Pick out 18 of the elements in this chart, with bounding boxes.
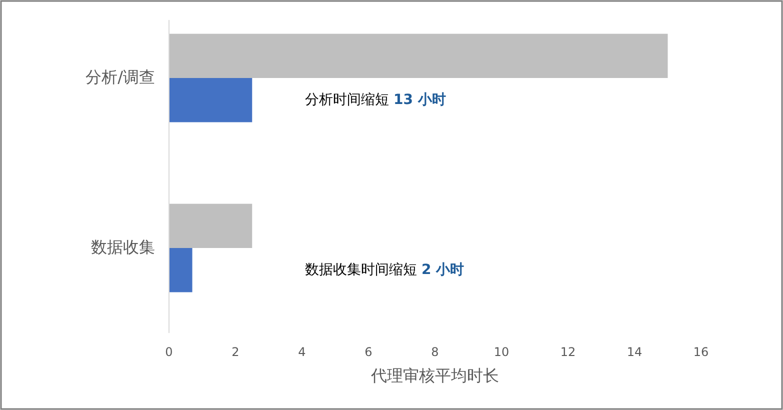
x-tick-label: 14 <box>626 345 642 359</box>
x-tick-label: 2 <box>232 345 240 359</box>
annotation: 分析时间缩短 13 小时 <box>305 92 446 108</box>
x-tick-label: 4 <box>298 345 306 359</box>
bar <box>169 78 252 122</box>
x-tick-label: 10 <box>494 345 510 359</box>
bar <box>169 248 192 292</box>
annotation: 数据收集时间缩短 2 小时 <box>305 262 464 278</box>
x-tick-label: 6 <box>364 345 372 359</box>
x-tick-label: 0 <box>165 345 173 359</box>
x-tick-label: 8 <box>431 345 439 359</box>
y-tick-label: 数据收集 <box>91 237 155 256</box>
x-tick-label: 12 <box>560 345 576 359</box>
y-tick-label: 分析/调查 <box>86 67 155 86</box>
bar <box>169 204 252 248</box>
bar <box>169 34 668 78</box>
x-tick-label: 16 <box>693 345 709 359</box>
x-axis-title: 代理审核平均时长 <box>370 366 499 385</box>
